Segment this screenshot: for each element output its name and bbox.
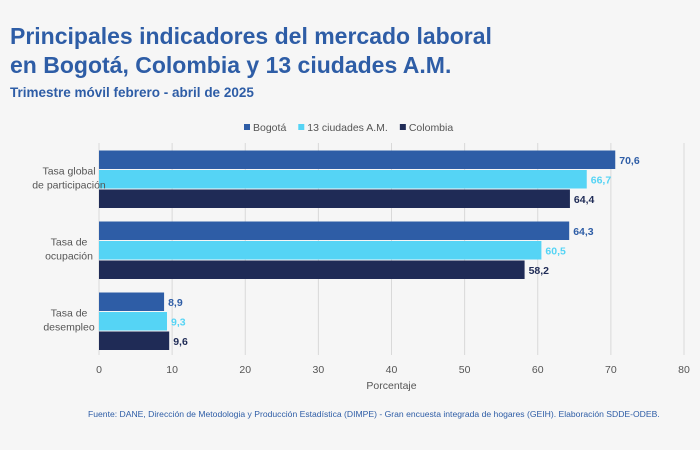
legend-label: 13 ciudades A.M.: [307, 122, 388, 134]
x-tick-label: 20: [239, 364, 251, 376]
bar: [99, 312, 168, 331]
data-label: 64,3: [573, 226, 594, 238]
y-category-label: desempleo: [43, 321, 95, 333]
bar: [99, 292, 165, 311]
y-category-label: de participación: [32, 179, 106, 191]
bar: [99, 170, 587, 189]
x-tick-label: 10: [166, 364, 178, 376]
bar: [99, 331, 170, 350]
chart-subtitle: Trimestre móvil febrero - abril de 2025: [10, 85, 254, 100]
x-tick-label: 80: [678, 364, 690, 376]
data-label: 58,2: [529, 265, 550, 277]
y-category-label: ocupación: [45, 250, 93, 262]
chart-title-line-1: Principales indicadores del mercado labo…: [10, 23, 492, 49]
x-axis-label: Porcentaje: [366, 380, 416, 392]
legend-swatch: [298, 124, 305, 130]
y-category-label: Tasa de: [51, 236, 88, 248]
x-tick-label: 40: [386, 364, 398, 376]
bar: [99, 241, 542, 260]
chart-title: Principales indicadores del mercado labo…: [10, 22, 690, 80]
data-label: 9,6: [173, 336, 188, 348]
bar: [99, 189, 570, 208]
x-tick-label: 60: [532, 364, 544, 376]
x-tick-label: 50: [459, 364, 471, 376]
x-tick-label: 70: [605, 364, 617, 376]
data-label: 64,4: [574, 194, 595, 206]
chart-title-line-2: en Bogotá, Colombia y 13 ciudades A.M.: [10, 52, 452, 78]
legend-swatch: [399, 124, 406, 130]
bar: [99, 260, 525, 279]
x-tick-label: 30: [313, 364, 325, 376]
data-label: 9,3: [171, 316, 186, 328]
data-label: 8,9: [168, 297, 183, 309]
source-note: Fuente: DANE, Dirección de Metodologia y…: [88, 409, 660, 419]
y-category-label: Tasa de: [51, 307, 88, 319]
y-category-label: Tasa global: [42, 165, 95, 177]
legend-label: Bogotá: [253, 122, 286, 134]
data-label: 66,7: [591, 174, 612, 186]
data-label: 60,5: [545, 245, 566, 257]
data-label: 70,6: [619, 155, 640, 167]
x-tick-label: 0: [96, 364, 102, 376]
bar: [99, 221, 570, 240]
legend-label: Colombia: [409, 122, 454, 134]
bar: [99, 150, 616, 169]
legend-swatch: [244, 124, 250, 130]
